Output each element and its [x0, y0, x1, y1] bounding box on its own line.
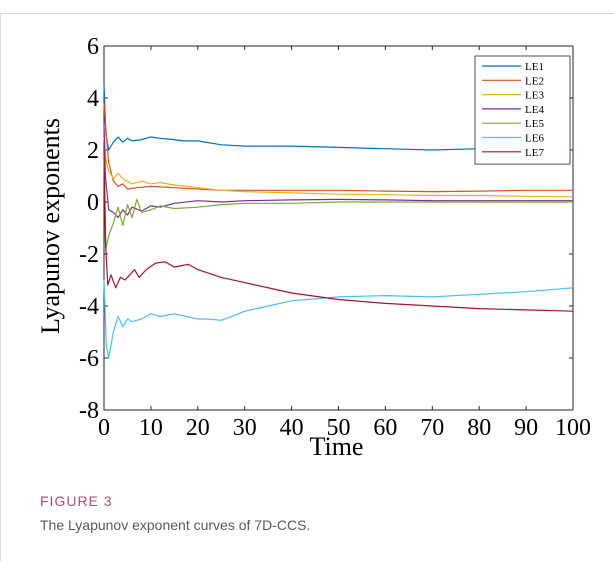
- y-axis-label: Lyapunov exponents: [36, 118, 65, 334]
- y-tick-label: 2: [87, 138, 99, 164]
- series-line-le1: [103, 84, 574, 151]
- legend-label-le3: LE3: [525, 90, 544, 102]
- x-tick-label: 100: [555, 415, 591, 441]
- legend-label-le4: LE4: [525, 104, 544, 116]
- series-line-le2: [103, 103, 573, 193]
- legend-label-le7: LE7: [525, 147, 544, 159]
- series-line-le5: [103, 149, 573, 250]
- series-line-le6: [103, 279, 574, 359]
- x-tick-label: 60: [373, 415, 397, 441]
- y-tick-label: 0: [87, 190, 99, 216]
- x-tick-label: 10: [139, 415, 163, 441]
- lyapunov-chart: 0 10 20 30 40 50 60 70 80 90 1006420-2-4-6-8TimeLy…: [36, 34, 591, 461]
- legend-label-le6: LE6: [525, 133, 544, 145]
- frame-border-left: [0, 13, 1, 561]
- legend-label-le5: LE5: [525, 118, 544, 130]
- x-tick-label: 70: [420, 415, 444, 441]
- legend-label-le1: LE1: [525, 61, 544, 73]
- legend-label-le2: LE2: [525, 75, 544, 87]
- x-tick-label: 50: [327, 415, 351, 441]
- y-tick-label: -8: [79, 398, 99, 424]
- x-tick-label: 40: [280, 415, 304, 441]
- x-tick-label: 90: [514, 415, 538, 441]
- legend-box: [474, 55, 571, 165]
- series-line-le3: [103, 136, 574, 198]
- x-tick-label: 80: [467, 415, 491, 441]
- y-tick-label: 4: [87, 86, 99, 112]
- x-axis-label: Time: [310, 432, 364, 461]
- y-tick-label: -6: [79, 346, 99, 372]
- y-tick-label: -4: [79, 294, 99, 320]
- x-tick-label: 0: [98, 415, 110, 441]
- figure-caption: The Lyapunov exponent curves of 7D-CCS.: [40, 517, 311, 533]
- frame-border-top: [0, 13, 614, 14]
- y-tick-label: 6: [87, 34, 99, 60]
- y-tick-label: -2: [79, 242, 99, 268]
- figure-label: FIGURE 3: [40, 493, 113, 509]
- series-line-le7: [103, 149, 574, 312]
- x-tick-label: 20: [186, 415, 210, 441]
- x-tick-label: 30: [233, 415, 257, 441]
